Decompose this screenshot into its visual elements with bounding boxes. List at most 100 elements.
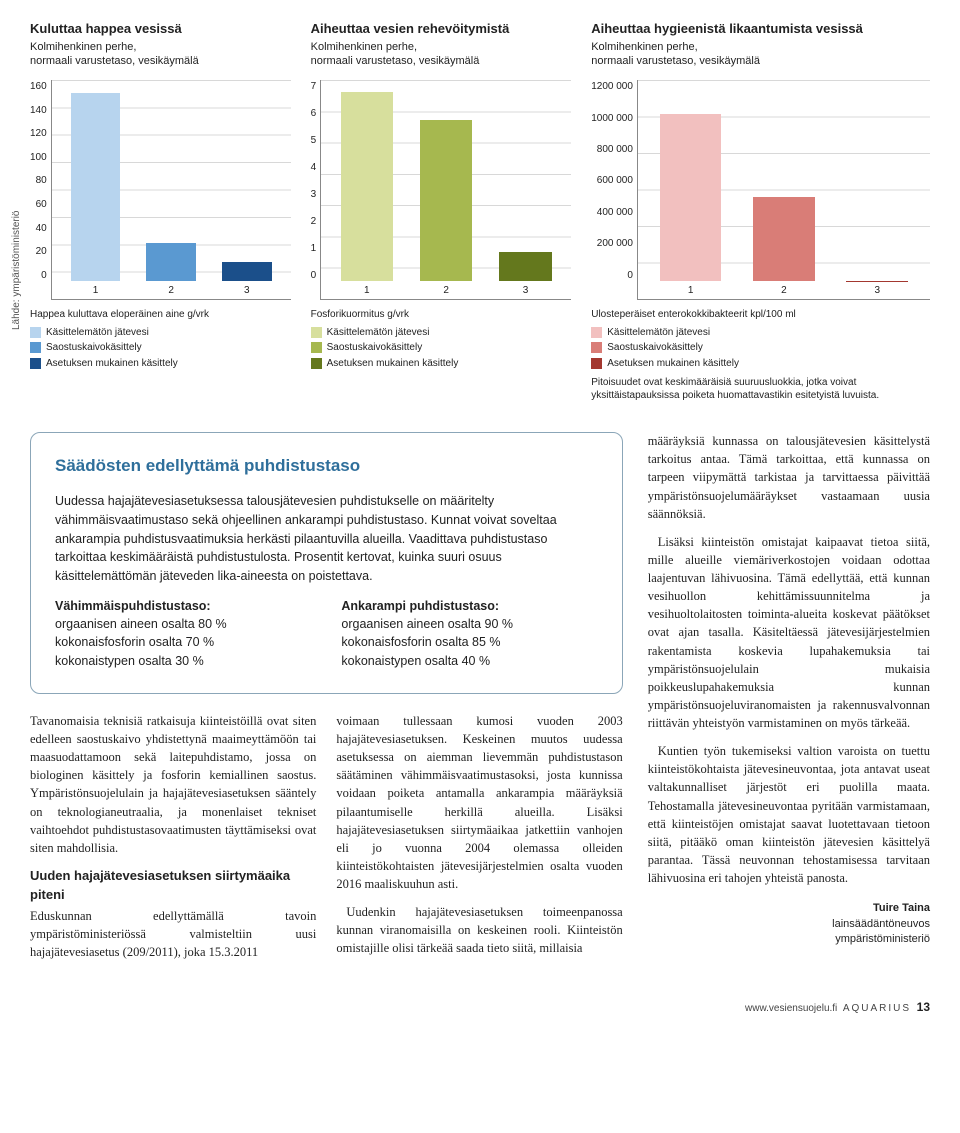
legend-swatch bbox=[311, 342, 322, 353]
y-tick-label: 40 bbox=[30, 222, 47, 236]
y-tick-label: 60 bbox=[30, 198, 47, 212]
legend-label: Käsittelemätön jätevesi bbox=[607, 326, 710, 340]
chart-title: Kuluttaa happea vesissä bbox=[30, 20, 291, 38]
legend-item: Käsittelemätön jätevesi bbox=[591, 326, 930, 340]
y-tick-label: 160 bbox=[30, 80, 47, 94]
y-tick-label: 1 bbox=[311, 242, 317, 256]
box-column: Ankarampi puhdistustaso:orgaanisen ainee… bbox=[341, 598, 597, 671]
legend-label: Asetuksen mukainen käsittely bbox=[46, 357, 178, 371]
chart-title: Aiheuttaa hygieenistä likaantumista vesi… bbox=[591, 20, 930, 38]
box-column-title: Ankarampi puhdistustaso: bbox=[341, 598, 597, 615]
para: Eduskunnan edellyttämällä tavoin ympäris… bbox=[30, 907, 316, 961]
plot-area: 123 bbox=[51, 80, 291, 300]
legend-item: Käsittelemätön jätevesi bbox=[311, 326, 572, 340]
author-block: Tuire Taina lainsäädäntöneuvos ympäristö… bbox=[648, 901, 930, 947]
legend-swatch bbox=[311, 327, 322, 338]
para: määräyksiä kunnassa on talousjätevesien … bbox=[648, 432, 930, 523]
footer-page-number: 13 bbox=[917, 1000, 930, 1014]
chart-block: Aiheuttaa vesien rehevöitymistä Kolmihenk… bbox=[311, 20, 572, 402]
chart-area: 020406080100120140160123 bbox=[30, 80, 291, 300]
para: Kuntien työn tukemiseksi valtion varoist… bbox=[648, 742, 930, 887]
legend-swatch bbox=[591, 342, 602, 353]
footer-url: www.vesiensuojelu.fi bbox=[745, 1003, 837, 1014]
x-tick-label: 3 bbox=[244, 284, 250, 298]
author-org: ympäristöministeriö bbox=[648, 932, 930, 947]
left-text-columns: Tavanomaisia teknisiä ratkaisuja kiintei… bbox=[30, 712, 623, 969]
y-tick-label: 2 bbox=[311, 215, 317, 229]
legend-label: Asetuksen mukainen käsittely bbox=[327, 357, 459, 371]
footer-magazine: AQUARIUS bbox=[843, 1003, 911, 1014]
y-tick-label: 0 bbox=[311, 269, 317, 283]
chart-caption: Happea kuluttava eloperäinen aine g/vrk bbox=[30, 308, 291, 322]
y-tick-label: 5 bbox=[311, 134, 317, 148]
right-text-column: määräyksiä kunnassa on talousjätevesien … bbox=[648, 432, 930, 947]
sub-heading: Uuden hajajätevesiasetuksen siirtymäaika… bbox=[30, 867, 316, 905]
chart-caption: Ulosteperäiset enterokokkibakteerit kpl/… bbox=[591, 308, 930, 322]
para: Uudenkin hajajätevesiasetuksen toimeenpa… bbox=[336, 903, 622, 957]
legend-swatch bbox=[30, 327, 41, 338]
y-tick-label: 7 bbox=[311, 80, 317, 94]
plot-area: 123 bbox=[637, 80, 930, 300]
chart-block: Kuluttaa happea vesissä Kolmihenkinen per… bbox=[30, 20, 291, 402]
chart-bar: 3 bbox=[499, 252, 551, 281]
chart-subtitle: Kolmihenkinen perhe, normaali varustetas… bbox=[311, 40, 572, 69]
box-intro: Uudessa hajajätevesiasetuksessa talousjä… bbox=[55, 492, 598, 586]
para: voimaan tullessaan kumosi vuoden 2003 ha… bbox=[336, 712, 622, 893]
x-tick-label: 2 bbox=[168, 284, 174, 298]
para: Tavanomaisia teknisiä ratkaisuja kiintei… bbox=[30, 712, 316, 857]
box-column-line: orgaanisen aineen osalta 80 % bbox=[55, 615, 311, 634]
legend-item: Saostuskaivokäsittely bbox=[30, 341, 291, 355]
legend-swatch bbox=[591, 358, 602, 369]
x-tick-label: 1 bbox=[688, 284, 694, 298]
source-label: Lähde: ympäristöministeriö bbox=[10, 211, 24, 331]
y-tick-label: 0 bbox=[30, 269, 47, 283]
legend-item: Asetuksen mukainen käsittely bbox=[30, 357, 291, 371]
legend-item: Asetuksen mukainen käsittely bbox=[311, 357, 572, 371]
chart-bar: 3 bbox=[222, 262, 272, 281]
y-tick-label: 400 000 bbox=[591, 206, 633, 220]
box-column-line: kokonaisfosforin osalta 85 % bbox=[341, 633, 597, 652]
box-column-title: Vähimmäispuhdistustaso: bbox=[55, 598, 311, 615]
box-column: Vähimmäispuhdistustaso:orgaanisen aineen… bbox=[55, 598, 311, 671]
legend-swatch bbox=[30, 342, 41, 353]
legend-item: Saostuskaivokäsittely bbox=[311, 341, 572, 355]
chart-subtitle: Kolmihenkinen perhe, normaali varustetas… bbox=[591, 40, 930, 69]
plot-area: 1 2 3 bbox=[320, 80, 571, 300]
y-tick-label: 0 bbox=[591, 269, 633, 283]
legend-label: Käsittelemätön jätevesi bbox=[46, 326, 149, 340]
info-box: Säädösten edellyttämä puhdistustaso Uude… bbox=[30, 432, 623, 694]
chart-area: 01234567123 bbox=[311, 80, 572, 300]
legend-label: Käsittelemätön jätevesi bbox=[327, 326, 430, 340]
chart-bar: 2 bbox=[146, 243, 196, 281]
chart-legend: Käsittelemätön jätevesiSaostuskaivokäsit… bbox=[30, 326, 291, 373]
legend-swatch bbox=[30, 358, 41, 369]
chart-bar: 1 bbox=[660, 114, 722, 282]
legend-label: Saostuskaivokäsittely bbox=[327, 341, 423, 355]
box-column-line: kokonaistypen osalta 40 % bbox=[341, 652, 597, 671]
author-title: lainsäädäntöneuvos bbox=[648, 917, 930, 932]
box-column-line: kokonaisfosforin osalta 70 % bbox=[55, 633, 311, 652]
legend-swatch bbox=[591, 327, 602, 338]
legend-item: Asetuksen mukainen käsittely bbox=[591, 357, 930, 371]
x-tick-label: 2 bbox=[443, 284, 449, 298]
chart-bar: 1 bbox=[341, 92, 393, 282]
x-tick-label: 3 bbox=[875, 284, 881, 298]
chart-block: Aiheuttaa hygieenistä likaantumista vesi… bbox=[591, 20, 930, 402]
x-tick-label: 1 bbox=[364, 284, 370, 298]
box-column-line: kokonaistypen osalta 30 % bbox=[55, 652, 311, 671]
y-tick-label: 20 bbox=[30, 245, 47, 259]
y-tick-label: 120 bbox=[30, 127, 47, 141]
y-tick-label: 100 bbox=[30, 151, 47, 165]
y-tick-label: 1200 000 bbox=[591, 80, 633, 94]
y-tick-label: 1000 000 bbox=[591, 112, 633, 126]
chart-bar: 2 bbox=[753, 197, 815, 281]
chart-title: Aiheuttaa vesien rehevöitymistä bbox=[311, 20, 572, 38]
y-axis: 0200 000400 000600 000800 0001000 000120… bbox=[591, 80, 637, 300]
y-tick-label: 80 bbox=[30, 174, 47, 188]
x-tick-label: 2 bbox=[781, 284, 787, 298]
chart-note: Pitoisuudet ovat keskimääräisiä suuruusl… bbox=[591, 376, 930, 402]
author-name: Tuire Taina bbox=[648, 901, 930, 916]
y-axis: 01234567 bbox=[311, 80, 321, 300]
chart-subtitle: Kolmihenkinen perhe, normaali varustetas… bbox=[30, 40, 291, 69]
legend-label: Saostuskaivokäsittely bbox=[607, 341, 703, 355]
